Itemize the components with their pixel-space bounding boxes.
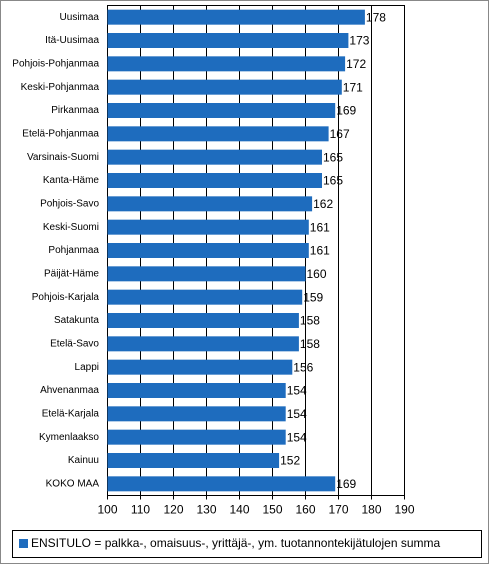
legend-label: ENSITULO = palkka-, omaisuus-, yrittäjä-…	[31, 536, 440, 550]
y-tick-label: Kanta-Häme	[43, 175, 100, 186]
y-tick-label: Päijät-Häme	[44, 268, 99, 279]
y-tick-label: KOKO MAA	[46, 478, 100, 489]
y-tick-label: Pohjois-Pohjanmaa	[12, 58, 99, 69]
bar	[107, 383, 286, 398]
bar	[107, 406, 286, 422]
data-label: 169	[336, 104, 356, 118]
bar	[107, 9, 365, 25]
y-tick-label: Satakunta	[54, 315, 99, 326]
x-tick-label: 100	[97, 503, 117, 517]
y-tick-label: Varsinais-Suomi	[27, 152, 99, 163]
bar	[107, 173, 322, 188]
bar	[107, 196, 313, 212]
y-tick-label: Etelä-Karjala	[42, 408, 100, 419]
y-tick-label: Lappi	[75, 362, 99, 373]
bar	[107, 429, 286, 445]
data-label: 154	[287, 384, 307, 398]
data-label: 159	[303, 290, 323, 304]
y-tick-label: Ahvenanmaa	[40, 385, 99, 396]
y-tick-label: Pohjanmaa	[48, 245, 99, 256]
bar	[107, 79, 342, 95]
x-tick-label: 170	[328, 503, 348, 517]
data-label: 161	[310, 244, 330, 258]
data-label: 154	[287, 407, 307, 421]
y-tick-label: Keski-Suomi	[43, 222, 99, 233]
y-tick-label: Keski-Pohjanmaa	[21, 82, 100, 93]
data-label: 173	[349, 34, 369, 48]
x-tick-label: 140	[229, 503, 249, 517]
x-tick-label: 130	[196, 503, 216, 517]
bar	[107, 33, 349, 48]
y-tick-label: Pohjois-Savo	[40, 198, 99, 209]
data-label: 158	[300, 314, 320, 328]
bar	[107, 103, 336, 118]
y-tick-label: Itä-Uusimaa	[45, 35, 99, 46]
y-tick-label: Pohjois-Karjala	[32, 292, 100, 303]
legend-box	[12, 530, 482, 558]
y-tick-label: Pirkanmaa	[51, 105, 99, 116]
x-tick-label: 190	[394, 503, 414, 517]
data-label: 167	[330, 127, 350, 141]
y-tick-label: Uusimaa	[60, 12, 100, 23]
bar	[107, 476, 336, 492]
bar	[107, 453, 280, 468]
data-label: 154	[287, 430, 307, 444]
bar	[107, 219, 309, 235]
data-label: 156	[293, 360, 313, 374]
bar	[107, 313, 299, 328]
y-tick-label: Etelä-Savo	[50, 338, 99, 349]
bar	[107, 289, 303, 305]
data-label: 178	[366, 10, 386, 24]
data-label: 172	[346, 57, 366, 71]
bar	[107, 126, 329, 142]
data-label: 169	[336, 477, 356, 491]
bar	[107, 359, 293, 375]
data-label: 171	[343, 80, 363, 94]
data-label: 152	[280, 454, 300, 468]
x-tick-label: 160	[295, 503, 315, 517]
bar	[107, 243, 309, 258]
x-tick-label: 180	[361, 503, 381, 517]
data-label: 165	[323, 174, 343, 188]
x-tick-label: 120	[163, 503, 183, 517]
x-tick-label: 110	[131, 503, 150, 517]
data-label: 160	[307, 267, 327, 281]
y-tick-label: Etelä-Pohjanmaa	[22, 128, 99, 139]
data-label: 158	[300, 337, 320, 351]
bar	[107, 336, 299, 352]
bar	[107, 149, 322, 165]
data-label: 165	[323, 150, 343, 164]
data-label: 162	[313, 197, 333, 211]
legend-swatch	[19, 539, 28, 548]
bar	[107, 56, 346, 72]
x-tick-label: 150	[262, 503, 282, 517]
data-label: 161	[310, 220, 330, 234]
y-tick-label: Kainuu	[68, 455, 99, 466]
bar	[107, 266, 306, 282]
y-tick-label: Kymenlaakso	[39, 432, 99, 443]
